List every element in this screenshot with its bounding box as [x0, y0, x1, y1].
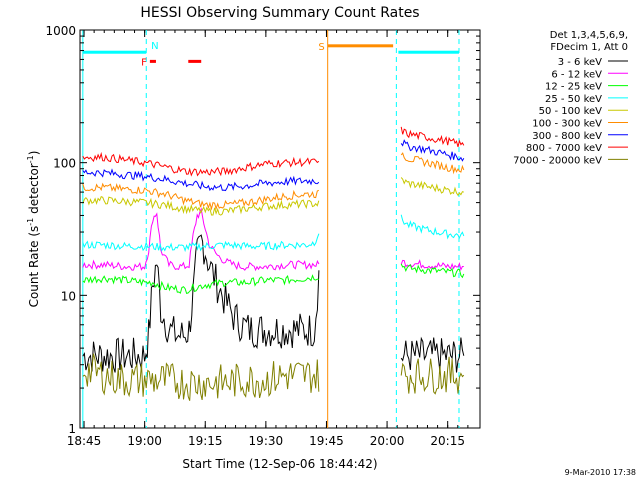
series-line-3-a [82, 233, 320, 253]
series-line-3 [400, 214, 465, 240]
x-tick-label-0: 18:45 [67, 434, 102, 448]
legend-header-line1: Det 1,3,4,5,6,9, [550, 30, 628, 41]
state-bar-1 [398, 50, 459, 54]
x-tick-label-4: 19:45 [309, 434, 344, 448]
state-bar-3 [149, 59, 156, 63]
state-bar-label-5: N [151, 41, 158, 52]
x-tick-label-6: 20:15 [430, 434, 465, 448]
series-line-6 [400, 139, 465, 162]
axis-ticks: 18:45 19:00 19:15 19:30 19:45 20:00 20:15 1 10 10… [45, 24, 480, 448]
series-line-8 [400, 356, 465, 395]
legend-label-3: 25 - 50 keV [545, 94, 602, 105]
series-line-5 [400, 152, 465, 175]
y-axis-label-sup2: -1 [26, 155, 35, 163]
legend-label-0: 3 - 6 keV [558, 57, 602, 68]
series-line-1-a [82, 207, 320, 272]
series-line-0 [400, 336, 465, 373]
legend-label-7: 800 - 7000 keV [526, 143, 602, 154]
series-line-8-a [82, 353, 320, 401]
state-bars: S FN [82, 41, 459, 68]
x-tick-label-1: 19:00 [127, 434, 162, 448]
state-bar-2 [327, 44, 394, 48]
legend-header-line2: FDecim 1, Att 0 [550, 42, 628, 53]
series-line-1 [400, 259, 464, 272]
x-tick-label-2: 19:15 [188, 434, 223, 448]
y-axis-label-sup1: -1 [26, 218, 35, 226]
event-markers [82, 30, 460, 428]
x-tick-label-3: 19:30 [249, 434, 284, 448]
series-line-6-a [82, 168, 320, 192]
legend-label-4: 50 - 100 keV [539, 106, 603, 117]
y-tick-label-0: 1 [68, 422, 76, 436]
series-line-7 [400, 126, 465, 148]
y-axis-label: Count Rate (s-1 detector-1) [26, 151, 41, 308]
y-axis-label-part2: detector [27, 163, 41, 218]
legend-label-5: 100 - 300 keV [532, 119, 602, 130]
series-line-4-a [82, 196, 320, 216]
plot-frame [79, 29, 481, 429]
x-tick-label-5: 20:00 [370, 434, 405, 448]
legend-label-6: 300 - 800 keV [532, 131, 602, 142]
state-bar-label-2: S [318, 42, 324, 53]
y-axis-label-part3: ) [27, 151, 41, 156]
y-tick-label-1: 10 [61, 289, 76, 303]
series-line-2 [400, 263, 465, 279]
state-bar-4 [188, 59, 202, 63]
legend-label-1: 6 - 12 keV [551, 69, 602, 80]
series-line-5-a [82, 182, 320, 211]
y-axis-label-part1: Count Rate (s [27, 226, 41, 308]
legend: Det 1,3,4,5,6,9, FDecim 1, Att 0 3 - 6 k… [513, 30, 628, 166]
legend-label-8: 7000 - 20000 keV [513, 155, 602, 166]
chart-title: HESSI Observing Summary Count Rates [140, 5, 419, 21]
x-axis-label: Start Time (12-Sep-06 18:44:42) [182, 457, 377, 471]
series-layer [82, 126, 465, 401]
y-tick-label-2: 100 [53, 157, 76, 171]
state-bar-label-3: F [141, 57, 147, 68]
series-line-7-a [82, 151, 320, 177]
series-line-0-a [82, 234, 320, 373]
generation-timestamp: 9-Mar-2010 17:38 [565, 468, 636, 477]
series-line-4 [400, 177, 464, 197]
series-line-2-a [82, 274, 319, 295]
state-bar-0 [82, 50, 147, 54]
legend-label-2: 12 - 25 keV [545, 82, 602, 93]
y-tick-label-3: 1000 [45, 24, 76, 38]
